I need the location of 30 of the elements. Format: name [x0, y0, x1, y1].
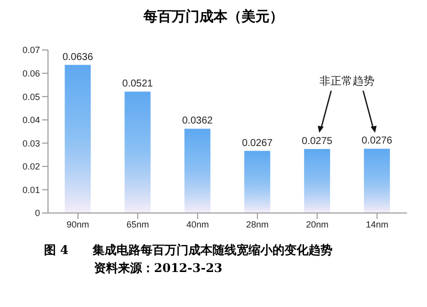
data-label: 0.0275	[302, 136, 333, 147]
x-tick-label: 90nm	[66, 219, 90, 230]
y-tick-label: 0.03	[22, 138, 40, 148]
text: 资料来源：2012-3-23	[93, 260, 224, 277]
x-tick-label: 40nm	[186, 219, 209, 230]
annotation: 非正常趋势	[320, 74, 375, 88]
caption: 图 4 集成电路每百万门成本随线宽缩小的变化趋势	[44, 242, 334, 259]
x-tick-label: 65nm	[126, 219, 150, 230]
y-tick-label: 0.04	[22, 115, 40, 126]
y-tick-label: 0.07	[22, 45, 40, 56]
y-tick-label: 0.01	[22, 184, 40, 195]
bar	[124, 92, 151, 213]
data-label: 0.0362	[182, 116, 214, 127]
y-tick-label: 0	[34, 208, 40, 218]
chart-title: 每百万门成本（美元）	[142, 8, 284, 27]
bar	[364, 148, 390, 213]
y-tick-label: 0.06	[22, 68, 40, 78]
x-tick-label: 28nm	[246, 219, 269, 230]
y-tick-label: 0.05	[22, 92, 40, 102]
x-tick-label: 14nm	[366, 219, 388, 230]
data-label: 0.0267	[242, 138, 273, 149]
data-label: 0.0521	[122, 78, 154, 90]
bar	[64, 64, 91, 213]
bar	[184, 128, 210, 213]
data-label: 0.0276	[362, 136, 393, 147]
data-label: 0.0636	[62, 52, 94, 63]
y-tick-label: 0.02	[22, 162, 40, 172]
bar	[304, 148, 330, 213]
x-tick-label: 20nm	[306, 219, 329, 230]
bar	[244, 150, 270, 213]
